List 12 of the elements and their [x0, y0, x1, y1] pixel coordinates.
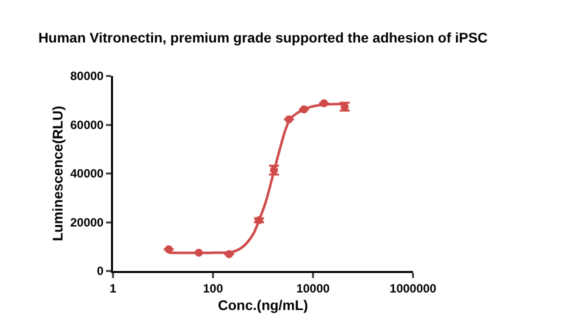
y-tick-label: 80000 [70, 69, 104, 84]
y-tick-label: 20000 [70, 215, 104, 230]
chart-title: Human Vitronectin, premium grade supported the adhesion of iPSC [38, 30, 488, 46]
x-tick-label: 10000 [296, 281, 330, 296]
y-axis-title: Luminescence(RLU) [49, 106, 66, 242]
x-tick-label: 1000000 [390, 281, 437, 296]
y-tick-label: 60000 [70, 118, 104, 132]
y-tick-label: 0 [96, 264, 104, 278]
x-tick-label: 1 [110, 281, 117, 296]
x-tick-label: 100 [202, 281, 224, 296]
x-axis-title: Conc.(ng/mL) [218, 297, 308, 314]
y-tick-label: 40000 [70, 166, 104, 181]
